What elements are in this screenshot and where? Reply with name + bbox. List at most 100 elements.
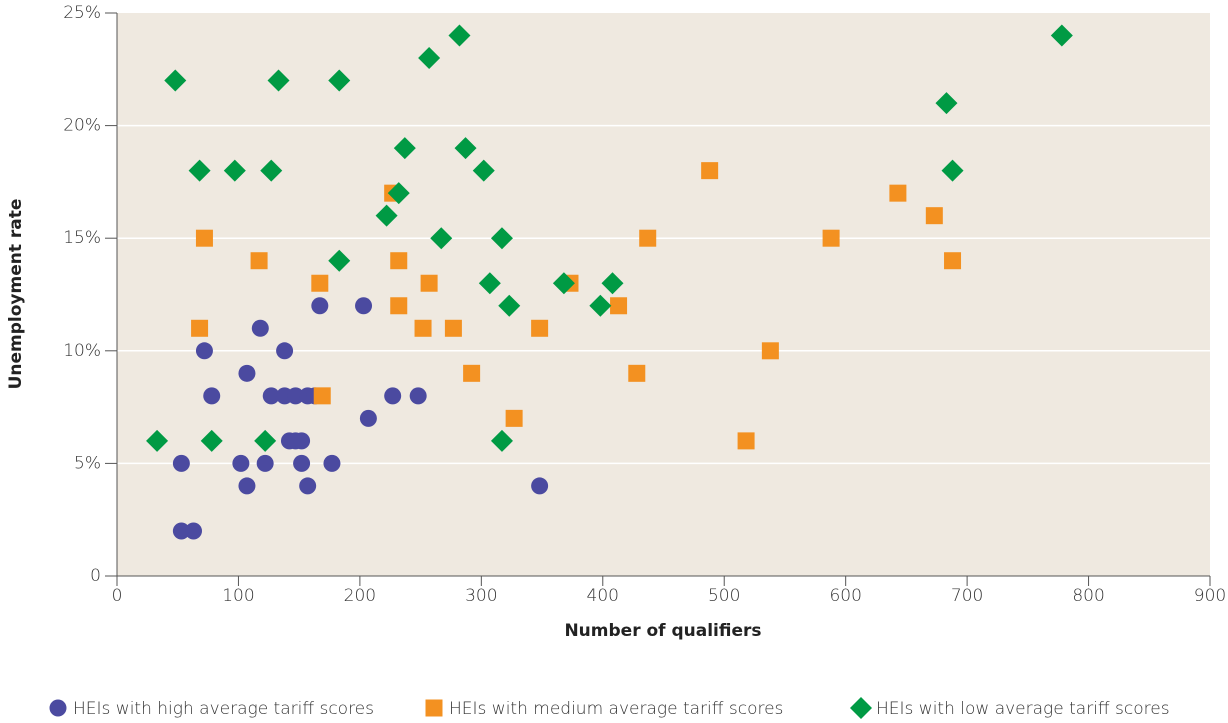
point — [251, 319, 269, 337]
point — [409, 387, 427, 405]
point — [737, 432, 755, 450]
legend-marker — [49, 699, 67, 717]
point — [172, 522, 190, 540]
point — [498, 294, 521, 317]
point — [552, 272, 575, 295]
point — [1050, 24, 1073, 47]
point — [355, 297, 373, 315]
point — [505, 409, 523, 427]
point — [195, 229, 213, 247]
plot-area — [117, 13, 1210, 576]
y-tick-label: 20% — [63, 116, 101, 136]
point — [172, 454, 190, 472]
point — [232, 454, 250, 472]
point — [359, 409, 377, 427]
point — [185, 522, 203, 540]
point — [375, 204, 398, 227]
point — [414, 319, 432, 337]
point — [223, 159, 246, 182]
point — [276, 342, 294, 360]
point — [448, 24, 471, 47]
point — [293, 454, 311, 472]
point — [444, 319, 462, 337]
point — [925, 207, 943, 225]
x-tick-label: 800 — [1072, 586, 1104, 606]
point — [293, 432, 311, 450]
legend-label: HEIs with medium average tariff scores — [449, 699, 783, 719]
point — [250, 252, 268, 270]
x-tick-label: 900 — [1194, 586, 1226, 606]
point — [472, 159, 495, 182]
x-tick-label: 0 — [112, 586, 123, 606]
point — [260, 159, 283, 182]
point — [628, 364, 646, 382]
y-axis-title: Unemployment rate — [6, 199, 26, 390]
point — [639, 229, 657, 247]
x-tick-label: 100 — [222, 586, 254, 606]
point — [267, 69, 290, 92]
point — [393, 137, 416, 160]
legend-marker — [425, 699, 443, 717]
point — [311, 297, 329, 315]
legend-label: HEIs with high average tariff scores — [73, 699, 374, 719]
point — [531, 319, 549, 337]
y-tick-label: 15% — [63, 228, 101, 248]
point — [238, 477, 256, 495]
point — [490, 227, 513, 250]
point — [463, 364, 481, 382]
point — [299, 477, 317, 495]
point — [164, 69, 187, 92]
y-tick-label: 5% — [74, 453, 101, 473]
point — [203, 387, 221, 405]
point — [418, 47, 441, 70]
point — [701, 162, 719, 180]
point — [822, 229, 840, 247]
point — [195, 342, 213, 360]
x-tick-label: 700 — [951, 586, 983, 606]
point — [430, 227, 453, 250]
point — [238, 364, 256, 382]
point — [761, 342, 779, 360]
point — [935, 92, 958, 115]
y-tick-label: 25% — [63, 3, 101, 23]
point — [256, 454, 274, 472]
x-tick-label: 600 — [829, 586, 861, 606]
y-tick-label: 0 — [90, 566, 101, 586]
point — [589, 294, 612, 317]
point — [146, 429, 169, 452]
point — [420, 274, 438, 292]
x-tick-label: 300 — [465, 586, 497, 606]
legend-marker — [850, 697, 872, 719]
x-tick-label: 500 — [708, 586, 740, 606]
x-tick-label: 400 — [587, 586, 619, 606]
point — [191, 319, 209, 337]
point — [323, 454, 341, 472]
point — [328, 69, 351, 92]
point — [610, 297, 628, 315]
point — [601, 272, 624, 295]
point — [328, 249, 351, 272]
x-axis-title: Number of qualifiers — [564, 621, 761, 641]
point — [944, 252, 962, 270]
legend-label: HEIs with low average tariff scores — [876, 699, 1170, 719]
point — [262, 387, 280, 405]
point — [478, 272, 501, 295]
point — [188, 159, 211, 182]
point — [311, 274, 329, 292]
point — [889, 184, 907, 202]
point — [387, 182, 410, 205]
point — [390, 297, 408, 315]
point — [531, 477, 549, 495]
point — [384, 387, 402, 405]
x-tick-label: 200 — [344, 586, 376, 606]
y-tick-label: 10% — [63, 341, 101, 361]
point — [390, 252, 408, 270]
point — [454, 137, 477, 160]
point — [490, 429, 513, 452]
point — [287, 387, 305, 405]
point — [313, 387, 331, 405]
point — [254, 429, 277, 452]
point — [941, 159, 964, 182]
point — [200, 429, 223, 452]
